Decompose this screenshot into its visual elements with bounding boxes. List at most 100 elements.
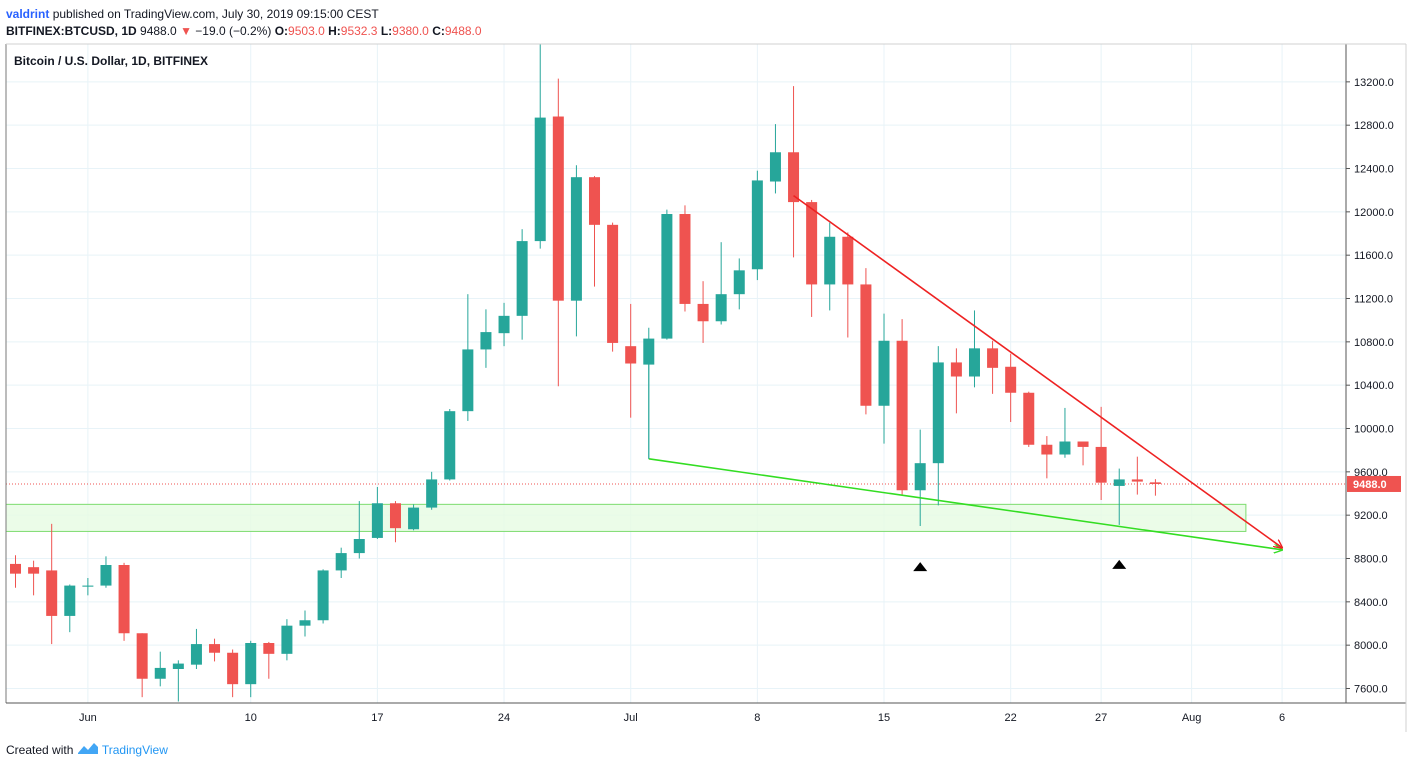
candle-body <box>1023 392 1035 445</box>
candle-body <box>426 479 438 508</box>
candle-body <box>842 236 854 285</box>
candle-body <box>679 214 691 304</box>
candle-body <box>353 539 365 554</box>
close-label: C: <box>432 24 445 38</box>
candle-body <box>570 177 582 301</box>
candle-body <box>190 644 202 665</box>
y-tick-label: 10400.0 <box>1354 380 1394 392</box>
candle-body <box>878 340 890 406</box>
chart-frame <box>5 43 1407 732</box>
candle-body <box>1077 441 1089 447</box>
candle-body <box>896 340 908 491</box>
candle <box>136 633 148 698</box>
candle-body <box>444 411 456 480</box>
candle <box>914 429 926 527</box>
candle-body <box>1041 444 1053 455</box>
candle <box>426 471 438 510</box>
candle <box>950 348 962 414</box>
created-with-text: Created with <box>6 743 74 757</box>
candle-body <box>751 180 763 270</box>
candle-body <box>552 116 564 301</box>
candle <box>209 638 221 662</box>
candle-body <box>172 663 184 670</box>
candle <box>444 409 456 481</box>
tradingview-brand[interactable]: TradingView <box>101 743 168 757</box>
x-tick-label: Aug <box>1182 712 1202 724</box>
x-tick-label: 22 <box>1005 712 1017 724</box>
last-price: 9488.0 <box>140 24 177 38</box>
candle <box>64 584 76 633</box>
candle <box>371 487 383 540</box>
y-tick-label: 8000.0 <box>1354 640 1388 652</box>
chart-title: Bitcoin / U.S. Dollar, 1D, BITFINEX <box>14 54 208 68</box>
x-tick-label: Jul <box>624 712 638 724</box>
candle <box>806 199 818 317</box>
x-tick-label: 15 <box>878 712 890 724</box>
candle-body <box>733 270 745 295</box>
candle <box>625 303 637 418</box>
candle <box>697 281 709 343</box>
y-tick-label: 11200.0 <box>1354 294 1393 306</box>
candle <box>751 170 763 281</box>
y-tick-label: 8400.0 <box>1354 597 1388 609</box>
candle <box>769 124 781 194</box>
publish-line: valdrint published on TradingView.com, J… <box>6 6 379 22</box>
candle-body <box>860 284 872 406</box>
candle <box>335 547 347 579</box>
x-tick-label: 27 <box>1095 712 1107 724</box>
candle-body <box>281 625 293 654</box>
candle <box>715 242 727 325</box>
candle <box>1077 441 1089 466</box>
support-zone-layer <box>5 483 1346 532</box>
candle-body <box>389 503 401 529</box>
candle-body <box>824 236 836 285</box>
candle <box>10 555 21 588</box>
candle-body <box>950 362 962 377</box>
candle <box>1023 391 1035 447</box>
low-label: L: <box>380 24 393 38</box>
candle-body <box>299 620 311 626</box>
x-tick-label: 8 <box>754 712 760 724</box>
symbol-name: BITFINEX:BTCUSD, 1D <box>6 24 137 38</box>
candle-body <box>136 633 148 679</box>
y-tick-label: 9600.0 <box>1354 467 1388 479</box>
candle <box>190 628 202 670</box>
lower-trendline <box>648 458 1282 550</box>
footer: Created with TradingView <box>6 741 168 761</box>
candle <box>317 569 329 624</box>
chart-area[interactable]: 7600.0 8000.0 8400.0 8800.0 9200.0 9600.0 1000… <box>0 40 1413 732</box>
candle-body <box>589 177 601 225</box>
candle <box>842 232 854 338</box>
time-axis: Jun 10 17 24 Jul 8 15 22 27 Aug 6 <box>79 712 1285 724</box>
price-axis: 7600.0 8000.0 8400.0 8800.0 9200.0 9600.0 1000… <box>1346 77 1401 696</box>
candle-body <box>1131 479 1143 482</box>
candle <box>552 78 564 387</box>
candle <box>1131 456 1143 495</box>
candle <box>299 610 311 637</box>
candle-body <box>227 652 239 685</box>
author-name[interactable]: valdrint <box>6 7 50 21</box>
candle <box>245 640 257 698</box>
candle <box>154 651 166 687</box>
y-tick-label: 7600.0 <box>1354 684 1388 696</box>
candle-body <box>263 643 275 654</box>
y-tick-label: 9200.0 <box>1354 510 1388 522</box>
candle-body <box>10 563 21 574</box>
candle <box>534 43 546 249</box>
candle-body <box>697 303 709 322</box>
candle-body <box>209 644 221 653</box>
y-tick-label: 12000.0 <box>1354 207 1394 219</box>
triangle-marker-icon <box>1112 559 1127 569</box>
candle-body <box>806 202 818 285</box>
candlestick-chart[interactable]: 7600.0 8000.0 8400.0 8800.0 9200.0 9600.0 1000… <box>0 40 1413 732</box>
candle-body <box>607 224 619 343</box>
candle-body <box>914 463 926 491</box>
candle <box>679 205 691 312</box>
candle <box>408 504 420 531</box>
candle <box>1149 479 1161 496</box>
candle-body <box>1059 441 1071 455</box>
low-value: 9380.0 <box>392 24 429 38</box>
candle-body <box>82 585 94 587</box>
candle <box>462 294 474 421</box>
candle-body <box>408 507 420 530</box>
